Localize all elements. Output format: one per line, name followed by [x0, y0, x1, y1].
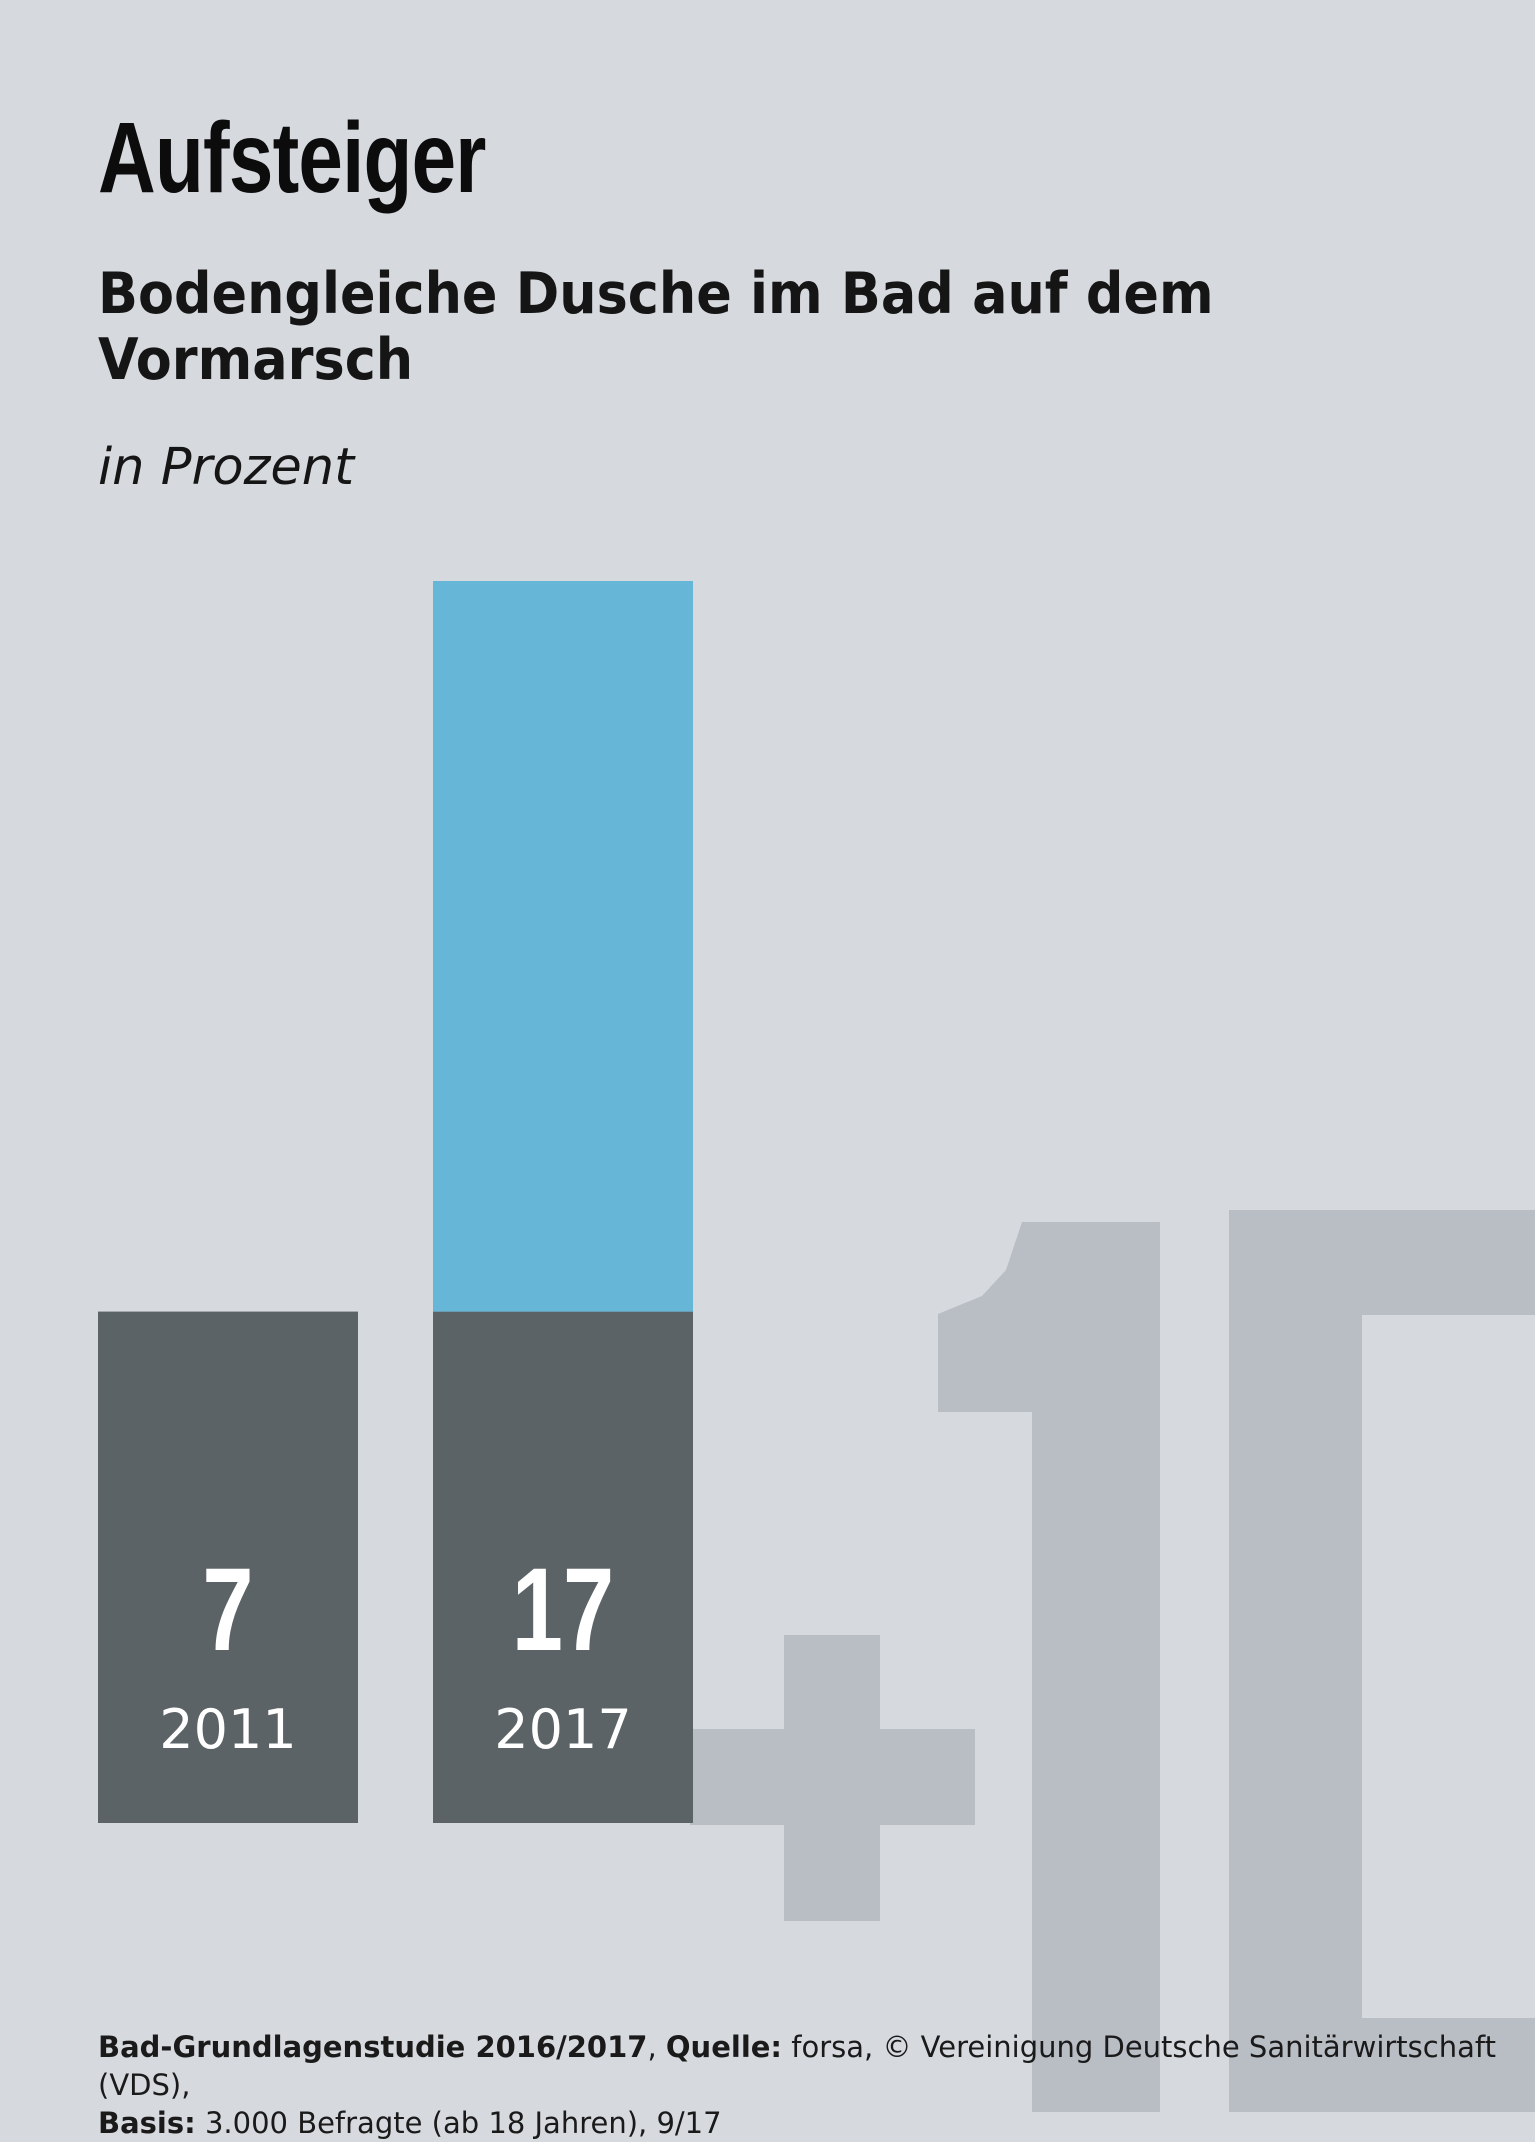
footer-basis-label: Basis: — [98, 2106, 196, 2140]
bar-2017 — [433, 1311, 693, 1823]
category-label-2011: 2011 — [159, 1698, 296, 1761]
footer-source-text: forsa, © Vereinigung Deutsche Sanitärwir… — [98, 2030, 1496, 2102]
chart-subtitle: Bodengleiche Dusche im Bad auf dem Vorma… — [98, 261, 1214, 393]
footer-basis-text: 3.000 Befragte (ab 18 Jahren), 9/17 — [204, 2106, 722, 2140]
value-label-2011: 7 — [202, 1544, 253, 1676]
source-footer: Bad-Grundlagenstudie 2016/2017, Quelle: … — [98, 2030, 1496, 2140]
unit-label: in Prozent — [98, 438, 355, 497]
footer-source-label: Quelle: — [665, 2030, 783, 2064]
bar-2011 — [98, 1311, 358, 1823]
delta-digit-one — [938, 1222, 1160, 2112]
delta-digit-zero — [1229, 1210, 1535, 2112]
category-label-2017: 2017 — [494, 1698, 631, 1761]
delta-plus-horizontal — [690, 1729, 975, 1825]
footer-study-name: Bad-Grundlagenstudie 2016/2017 — [98, 2030, 648, 2064]
chart-title: Aufsteiger — [98, 102, 486, 214]
bar-increase-2017 — [433, 581, 693, 1312]
value-label-2017: 17 — [512, 1544, 614, 1676]
